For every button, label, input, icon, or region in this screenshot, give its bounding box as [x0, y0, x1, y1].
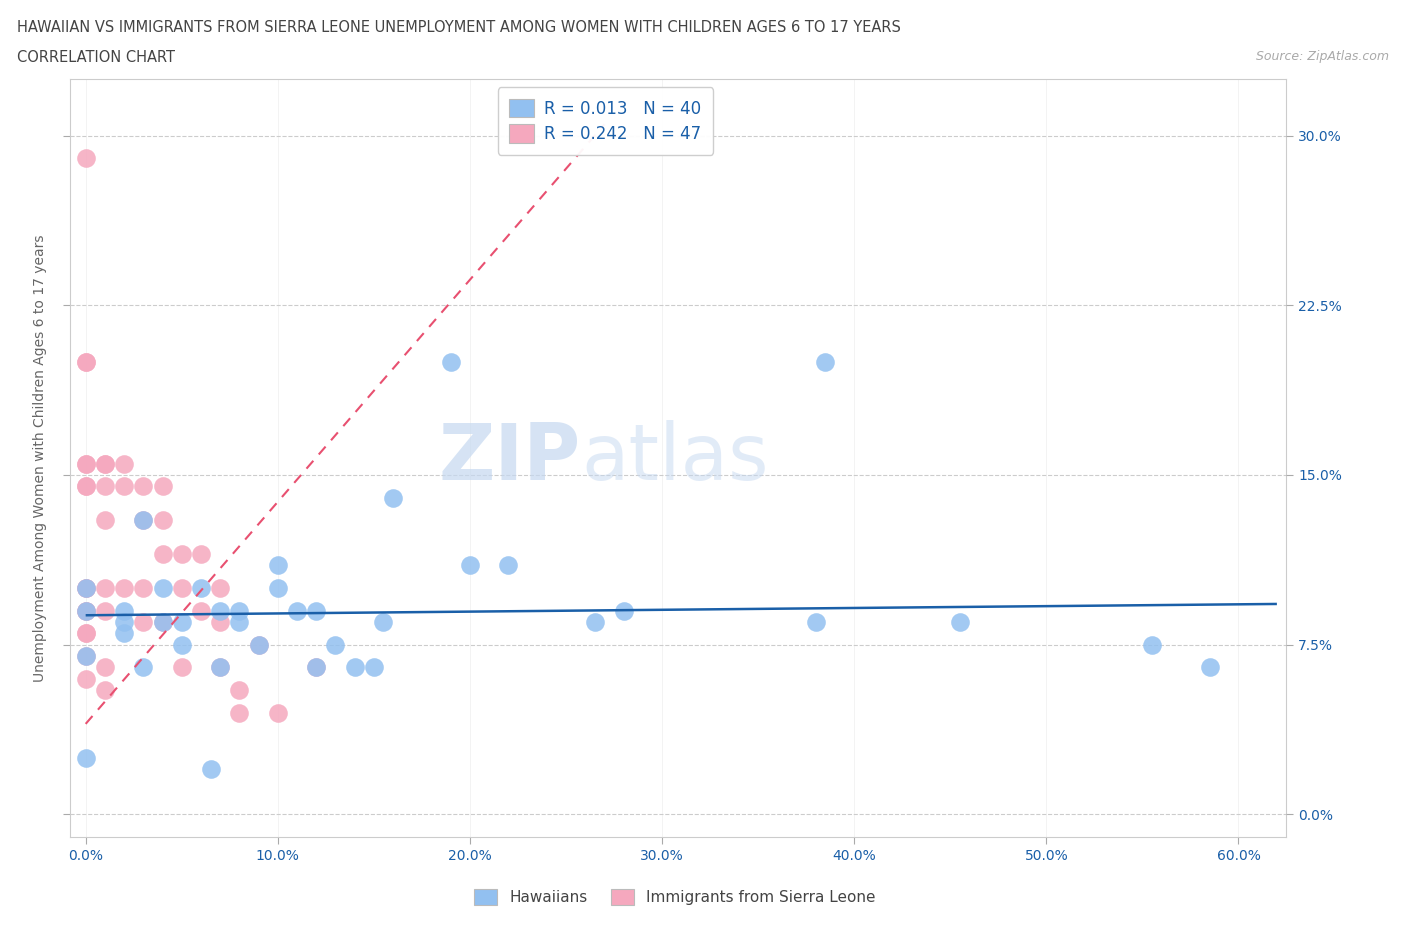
Legend: Hawaiians, Immigrants from Sierra Leone: Hawaiians, Immigrants from Sierra Leone: [467, 881, 883, 913]
Point: [132, 512, 155, 527]
Point: [152, 580, 174, 595]
Text: CORRELATION CHART: CORRELATION CHART: [17, 50, 174, 65]
Text: HAWAIIAN VS IMMIGRANTS FROM SIERRA LEONE UNEMPLOYMENT AMONG WOMEN WITH CHILDREN : HAWAIIAN VS IMMIGRANTS FROM SIERRA LEONE…: [17, 20, 901, 35]
Point: [305, 660, 328, 675]
Point: [373, 615, 395, 630]
Point: [498, 558, 520, 573]
Point: [247, 637, 270, 652]
Text: Source: ZipAtlas.com: Source: ZipAtlas.com: [1256, 50, 1389, 63]
Point: [94, 457, 117, 472]
Point: [94, 580, 117, 595]
Point: [75, 479, 97, 494]
Point: [75, 626, 97, 641]
Point: [267, 558, 290, 573]
Point: [132, 660, 155, 675]
Point: [94, 683, 117, 698]
Point: [132, 615, 155, 630]
Point: [75, 648, 97, 663]
Point: [75, 151, 97, 166]
Point: [75, 648, 97, 663]
Point: [440, 354, 463, 369]
Point: [170, 547, 193, 562]
Text: atlas: atlas: [581, 420, 769, 496]
Point: [305, 604, 328, 618]
Point: [112, 604, 135, 618]
Point: [1140, 637, 1163, 652]
Point: [613, 604, 636, 618]
Point: [75, 604, 97, 618]
Point: [267, 580, 290, 595]
Point: [170, 660, 193, 675]
Point: [228, 604, 250, 618]
Point: [152, 512, 174, 527]
Point: [94, 457, 117, 472]
Point: [190, 604, 212, 618]
Point: [152, 615, 174, 630]
Point: [75, 751, 97, 765]
Point: [112, 626, 135, 641]
Point: [94, 604, 117, 618]
Point: [228, 705, 250, 720]
Point: [209, 615, 232, 630]
Point: [228, 615, 250, 630]
Y-axis label: Unemployment Among Women with Children Ages 6 to 17 years: Unemployment Among Women with Children A…: [34, 234, 48, 682]
Point: [170, 615, 193, 630]
Point: [458, 558, 481, 573]
Point: [132, 580, 155, 595]
Point: [94, 479, 117, 494]
Point: [170, 580, 193, 595]
Point: [94, 512, 117, 527]
Point: [132, 512, 155, 527]
Point: [305, 660, 328, 675]
Point: [112, 479, 135, 494]
Point: [75, 580, 97, 595]
Point: [382, 490, 405, 505]
Point: [132, 479, 155, 494]
Point: [209, 580, 232, 595]
Point: [814, 354, 837, 369]
Point: [75, 671, 97, 686]
Point: [75, 604, 97, 618]
Point: [94, 660, 117, 675]
Text: ZIP: ZIP: [439, 420, 581, 496]
Point: [247, 637, 270, 652]
Point: [75, 457, 97, 472]
Point: [152, 547, 174, 562]
Point: [267, 705, 290, 720]
Point: [112, 580, 135, 595]
Point: [75, 604, 97, 618]
Point: [152, 479, 174, 494]
Point: [209, 604, 232, 618]
Point: [228, 683, 250, 698]
Point: [75, 479, 97, 494]
Point: [112, 615, 135, 630]
Point: [949, 615, 972, 630]
Point: [75, 457, 97, 472]
Point: [112, 457, 135, 472]
Point: [583, 615, 606, 630]
Point: [152, 615, 174, 630]
Point: [75, 580, 97, 595]
Point: [200, 762, 222, 777]
Point: [325, 637, 347, 652]
Point: [804, 615, 827, 630]
Point: [343, 660, 366, 675]
Point: [190, 580, 212, 595]
Point: [209, 660, 232, 675]
Point: [75, 580, 97, 595]
Point: [285, 604, 308, 618]
Point: [190, 547, 212, 562]
Point: [363, 660, 385, 675]
Point: [209, 660, 232, 675]
Point: [170, 637, 193, 652]
Point: [75, 354, 97, 369]
Legend: R = 0.013   N = 40, R = 0.242   N = 47: R = 0.013 N = 40, R = 0.242 N = 47: [498, 87, 713, 154]
Point: [75, 354, 97, 369]
Point: [1198, 660, 1220, 675]
Point: [75, 626, 97, 641]
